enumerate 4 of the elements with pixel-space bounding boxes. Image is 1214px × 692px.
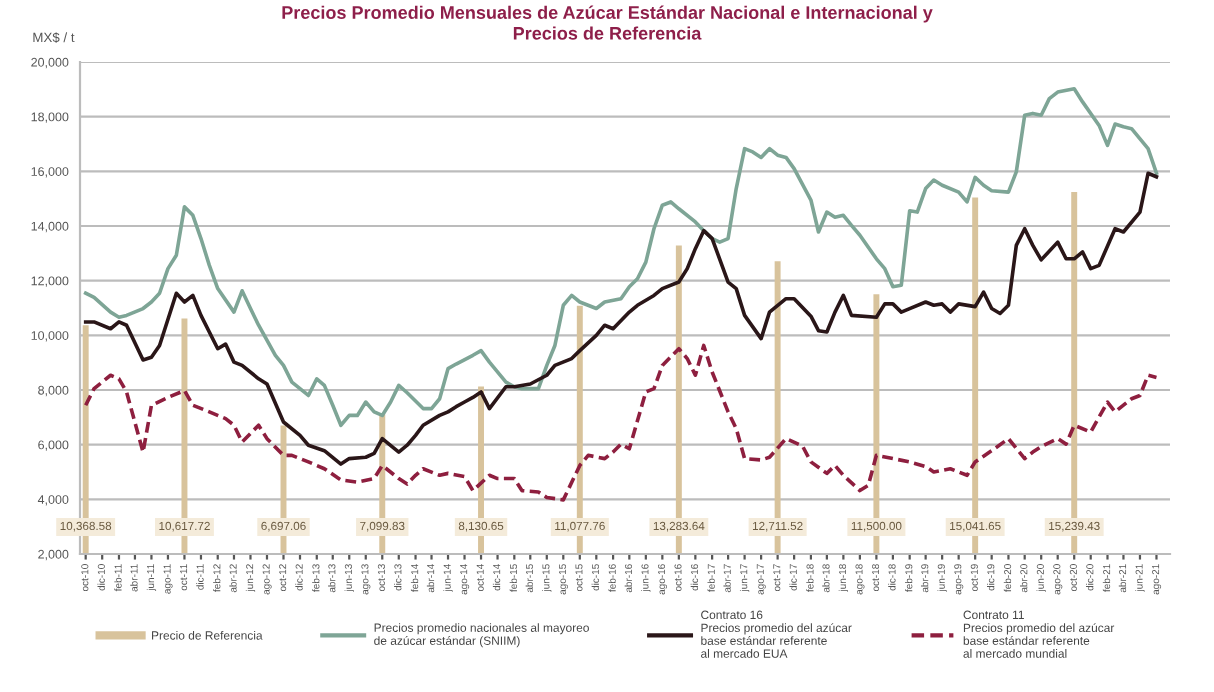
chart-title: Precios Promedio Mensuales de Azúcar Estándar Nacional e Internacional y Precios de Referencia — [282, 5, 933, 40]
line-series — [83, 343, 1159, 502]
line-series — [83, 86, 1159, 428]
line-series — [83, 171, 1159, 466]
